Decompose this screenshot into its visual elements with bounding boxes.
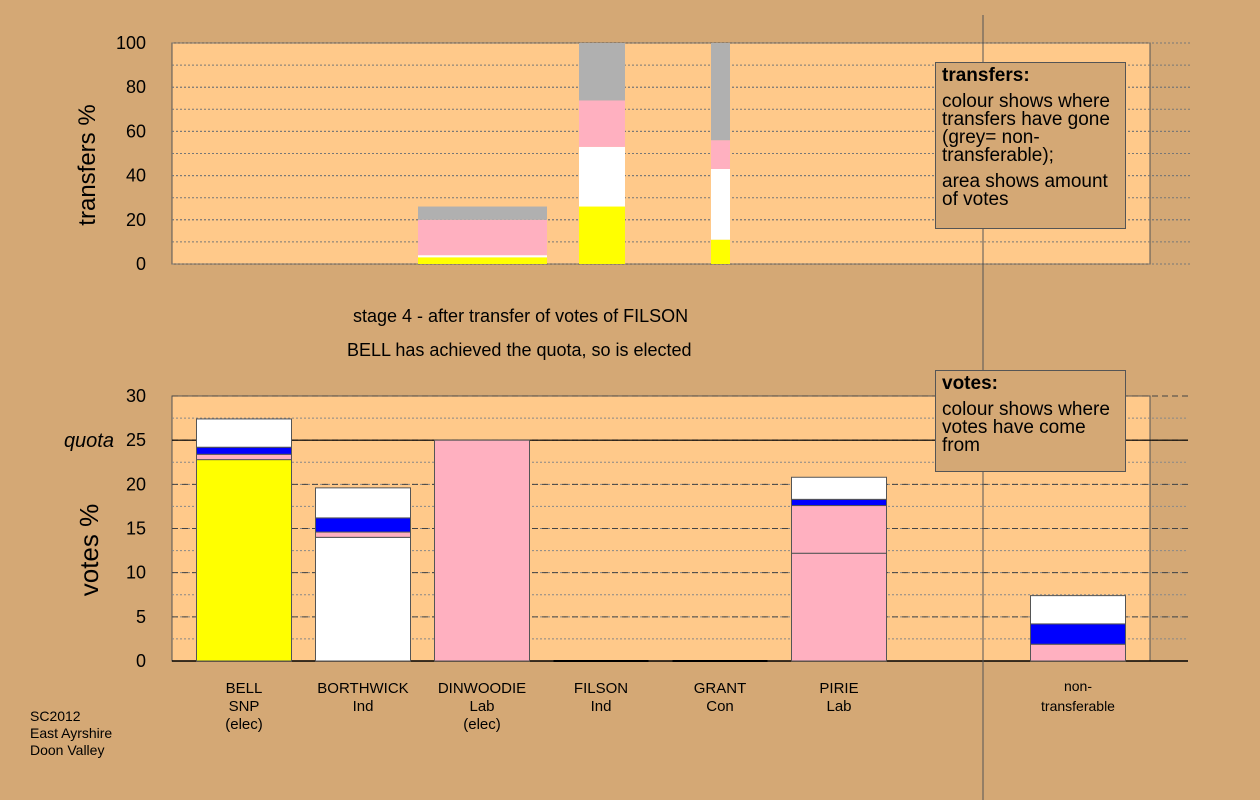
candidate-name-label: BORTHWICK <box>317 680 408 697</box>
votes-y-tick-label: 25 <box>126 430 146 450</box>
footer-line-1: SC2012 <box>30 708 81 724</box>
candidate-party-label: SNP <box>229 698 260 715</box>
vote-bar-segment <box>1030 643 1126 662</box>
footer-line-3: Doon Valley <box>30 742 105 758</box>
transfer-bar-segment <box>579 43 625 101</box>
quota-label: quota <box>64 430 114 452</box>
candidate-name-label: GRANT <box>694 680 747 697</box>
footer-line-2: East Ayrshire <box>30 725 113 741</box>
candidate-party-label: Ind <box>591 698 612 715</box>
transfer-bar-segment <box>418 219 547 256</box>
transfer-bar-segment <box>711 140 730 169</box>
candidate-party-label: transferable <box>1041 698 1115 714</box>
candidate-party-label: Con <box>706 698 734 715</box>
candidate-name-label: FILSON <box>574 680 628 697</box>
candidate-name-label: PIRIE <box>819 680 858 697</box>
vote-bar-segment <box>1030 595 1126 625</box>
vote-bar-segment <box>196 453 292 461</box>
votes-legend-title: votes: <box>942 373 998 394</box>
candidate-status-label: (elec) <box>463 716 501 733</box>
transfer-bar-segment <box>711 239 730 264</box>
transfer-bar-segment <box>711 168 730 240</box>
votes-legend: votes: colour shows where votes have com… <box>935 370 1126 472</box>
vote-bar-segment <box>791 498 887 507</box>
transfer-bar-segment <box>418 206 547 220</box>
transfers-y-tick-label: 100 <box>116 33 146 53</box>
footer-info: SC2012 East Ayrshire Doon Valley <box>30 708 112 759</box>
vote-bar-segment <box>791 552 887 662</box>
vote-bar-segment <box>434 439 530 662</box>
vote-bar-segment <box>791 505 887 554</box>
vote-bar-segment <box>196 418 292 448</box>
vote-bar-segment <box>196 459 292 662</box>
transfer-bar-segment <box>418 257 547 264</box>
vote-bar-segment <box>315 531 411 538</box>
transfers-legend: transfers: colour shows where transfers … <box>935 62 1126 229</box>
votes-y-axis-label: votes % <box>74 504 104 597</box>
votes-y-tick-label: 5 <box>136 607 146 627</box>
vote-bar-segment <box>315 536 411 662</box>
vote-bar-segment <box>315 487 411 519</box>
votes-y-tick-label: 30 <box>126 386 146 406</box>
vote-bar-segment <box>791 476 887 500</box>
transfers-legend-title: transfers: <box>942 65 1030 86</box>
votes-y-tick-label: 15 <box>126 519 146 539</box>
candidate-status-label: (elec) <box>225 716 263 733</box>
transfers-y-tick-label: 80 <box>126 77 146 97</box>
vote-bar-segment <box>1030 623 1126 645</box>
votes-y-tick-label: 0 <box>136 651 146 671</box>
stage-title: stage 4 - after transfer of votes of FIL… <box>353 306 689 326</box>
stage-note: BELL has achieved the quota, so is elect… <box>347 340 692 360</box>
transfers-legend-text-2: area shows amount of votes <box>942 171 1108 210</box>
votes-y-tick-label: 10 <box>126 563 146 583</box>
votes-y-tick-label: 20 <box>126 474 146 494</box>
transfers-y-axis-label: transfers % <box>74 104 101 225</box>
candidate-name-label: DINWOODIE <box>438 680 526 697</box>
transfers-y-tick-label: 60 <box>126 121 146 141</box>
transfers-y-tick-label: 20 <box>126 210 146 230</box>
transfers-y-tick-label: 0 <box>136 254 146 274</box>
transfer-bar-segment <box>711 43 730 141</box>
votes-legend-text: colour shows where votes have come from <box>942 399 1110 456</box>
vote-bar-segment <box>315 517 411 533</box>
transfer-bar-segment <box>579 146 625 207</box>
candidate-name-label: BELL <box>226 680 263 697</box>
candidate-name-label: non- <box>1064 678 1092 694</box>
candidate-party-label: Ind <box>353 698 374 715</box>
transfer-bar-segment <box>579 206 625 264</box>
transfer-bar-segment <box>579 100 625 147</box>
transfers-y-tick-label: 40 <box>126 166 146 186</box>
vote-bar-segment <box>196 446 292 455</box>
transfer-bar-segment <box>418 255 547 258</box>
transfers-legend-text-1: colour shows where transfers have gone (… <box>942 91 1110 166</box>
candidate-party-label: Lab <box>469 698 494 715</box>
candidate-party-label: Lab <box>826 698 851 715</box>
